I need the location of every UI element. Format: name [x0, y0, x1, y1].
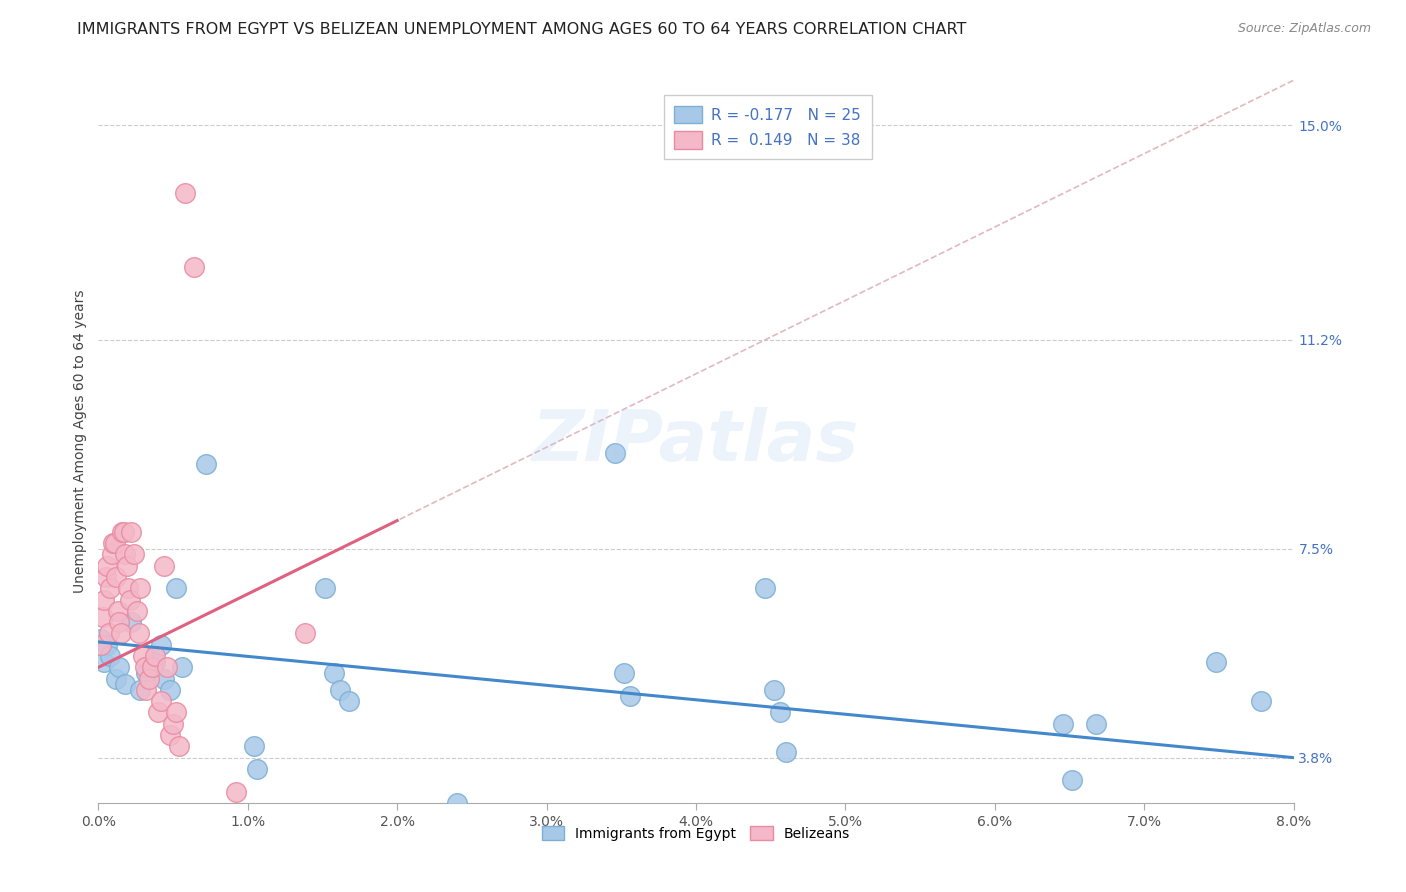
- Point: [167, 739, 190, 754]
- Point: [619, 689, 641, 703]
- Point: [172, 660, 194, 674]
- Point: [1085, 716, 1108, 731]
- Point: [97, 626, 120, 640]
- Point: [93, 592, 115, 607]
- Point: [104, 536, 127, 550]
- Point: [96, 558, 118, 573]
- Point: [605, 446, 627, 460]
- Point: [148, 706, 170, 720]
- Point: [105, 672, 128, 686]
- Point: [117, 582, 139, 596]
- Point: [93, 655, 115, 669]
- Point: [115, 558, 138, 573]
- Point: [129, 582, 152, 596]
- Point: [135, 682, 157, 697]
- Legend: Immigrants from Egypt, Belizeans: Immigrants from Egypt, Belizeans: [537, 821, 855, 847]
- Point: [128, 626, 150, 640]
- Point: [107, 604, 129, 618]
- Point: [153, 672, 176, 686]
- Point: [183, 260, 205, 274]
- Point: [162, 716, 184, 731]
- Point: [294, 626, 316, 640]
- Point: [754, 582, 776, 596]
- Point: [103, 536, 125, 550]
- Point: [112, 524, 135, 539]
- Point: [111, 524, 134, 539]
- Point: [1205, 655, 1227, 669]
- Point: [127, 604, 149, 618]
- Point: [876, 852, 898, 866]
- Point: [98, 648, 122, 663]
- Point: [120, 615, 142, 630]
- Point: [315, 582, 337, 596]
- Point: [762, 682, 785, 697]
- Point: [118, 592, 141, 607]
- Point: [101, 548, 124, 562]
- Text: ZIPatlas: ZIPatlas: [533, 407, 859, 476]
- Point: [150, 694, 173, 708]
- Point: [134, 660, 156, 674]
- Point: [98, 582, 122, 596]
- Point: [96, 638, 118, 652]
- Point: [108, 615, 131, 630]
- Point: [132, 648, 155, 663]
- Point: [339, 694, 361, 708]
- Point: [143, 655, 166, 669]
- Point: [768, 706, 790, 720]
- Point: [323, 665, 346, 680]
- Point: [108, 660, 131, 674]
- Point: [828, 841, 851, 855]
- Point: [135, 665, 157, 680]
- Point: [150, 638, 173, 652]
- Point: [329, 682, 352, 697]
- Text: Source: ZipAtlas.com: Source: ZipAtlas.com: [1237, 22, 1371, 36]
- Point: [138, 672, 160, 686]
- Point: [143, 648, 166, 663]
- Point: [165, 582, 187, 596]
- Point: [156, 660, 179, 674]
- Point: [225, 784, 247, 798]
- Point: [105, 570, 128, 584]
- Text: IMMIGRANTS FROM EGYPT VS BELIZEAN UNEMPLOYMENT AMONG AGES 60 TO 64 YEARS CORRELA: IMMIGRANTS FROM EGYPT VS BELIZEAN UNEMPL…: [77, 22, 967, 37]
- Point: [91, 609, 114, 624]
- Point: [141, 660, 163, 674]
- Point: [195, 457, 218, 471]
- Point: [110, 626, 132, 640]
- Point: [94, 570, 117, 584]
- Point: [159, 682, 181, 697]
- Point: [159, 728, 181, 742]
- Point: [174, 186, 197, 201]
- Point: [613, 665, 636, 680]
- Point: [246, 762, 269, 776]
- Point: [124, 548, 146, 562]
- Point: [1052, 716, 1074, 731]
- Point: [446, 796, 468, 810]
- Point: [114, 677, 136, 691]
- Point: [90, 638, 112, 652]
- Point: [165, 706, 187, 720]
- Point: [243, 739, 266, 754]
- Point: [90, 632, 112, 646]
- Point: [1062, 773, 1084, 788]
- Point: [153, 558, 176, 573]
- Point: [775, 745, 797, 759]
- Point: [1250, 694, 1272, 708]
- Point: [114, 548, 136, 562]
- Y-axis label: Unemployment Among Ages 60 to 64 years: Unemployment Among Ages 60 to 64 years: [73, 290, 87, 593]
- Point: [129, 682, 152, 697]
- Point: [120, 524, 142, 539]
